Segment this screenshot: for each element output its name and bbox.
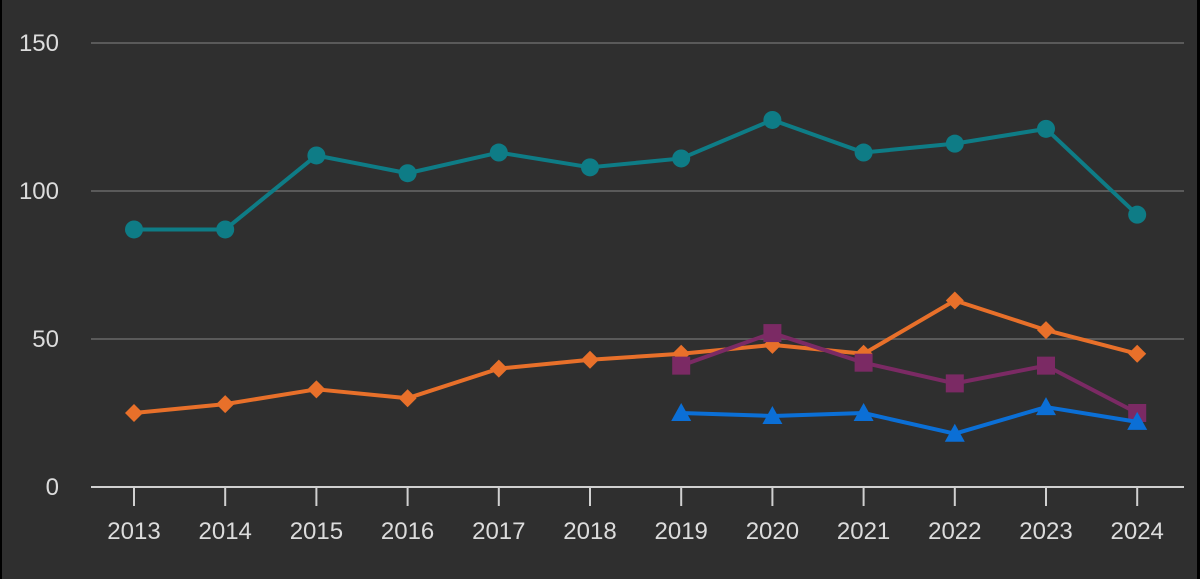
data-point[interactable] <box>854 353 873 372</box>
data-point[interactable] <box>1037 321 1055 340</box>
data-point[interactable] <box>581 350 599 369</box>
series-4 <box>671 397 1148 442</box>
series-line <box>133 298 1138 415</box>
x-axis: 2013 2014 2015 2016 2017 2018 2019 2020 2021 2022… <box>91 486 1184 545</box>
x-tick-label: 2024 <box>1111 518 1164 545</box>
data-point[interactable] <box>125 220 143 239</box>
x-tick-label: 2016 <box>381 518 434 545</box>
data-point[interactable] <box>216 220 235 239</box>
series-line <box>680 331 1139 415</box>
data-point[interactable] <box>672 149 691 168</box>
data-point[interactable] <box>945 291 964 310</box>
data-point[interactable] <box>762 405 783 424</box>
data-point[interactable] <box>1037 356 1055 375</box>
data-point[interactable] <box>125 404 143 422</box>
x-tick-label: 2020 <box>746 518 799 545</box>
series-2 <box>125 291 1147 422</box>
x-tick-label: 2023 <box>1019 518 1072 545</box>
data-point[interactable] <box>854 143 873 162</box>
y-tick-label: 0 <box>46 474 59 501</box>
x-tick-label: 2013 <box>107 518 160 545</box>
y-tick-label: 100 <box>19 178 59 205</box>
data-point[interactable] <box>944 423 965 442</box>
data-point[interactable] <box>945 134 964 153</box>
data-point[interactable] <box>307 146 326 165</box>
x-tick-label: 2014 <box>199 518 252 545</box>
data-point[interactable] <box>489 359 508 378</box>
gridlines <box>91 42 1184 340</box>
y-tick-label: 150 <box>19 30 59 57</box>
data-point[interactable] <box>853 403 874 421</box>
y-axis-ticks: 0 50 100 150 <box>19 30 59 501</box>
y-tick-label: 50 <box>32 326 59 353</box>
data-point[interactable] <box>1036 397 1056 416</box>
x-tick-label: 2018 <box>563 518 616 545</box>
data-point[interactable] <box>307 380 326 399</box>
data-point[interactable] <box>489 143 508 162</box>
x-tick-label: 2015 <box>290 518 343 545</box>
x-tick-label: 2017 <box>472 518 525 545</box>
x-tick-label: 2022 <box>928 518 981 545</box>
data-point[interactable] <box>1128 205 1147 224</box>
x-tick-label: 2021 <box>837 518 890 545</box>
series-line <box>134 117 1139 232</box>
data-point[interactable] <box>1037 119 1055 138</box>
data-point[interactable] <box>398 164 417 183</box>
data-point[interactable] <box>763 324 782 343</box>
data-point[interactable] <box>398 389 417 408</box>
series-group <box>125 110 1148 442</box>
data-point[interactable] <box>945 374 964 393</box>
series-line <box>681 405 1138 436</box>
data-point[interactable] <box>1128 344 1147 363</box>
x-tick-label: 2019 <box>655 518 708 545</box>
data-point[interactable] <box>1127 411 1148 430</box>
data-point[interactable] <box>581 158 599 177</box>
data-point[interactable] <box>216 395 235 414</box>
data-point[interactable] <box>672 356 691 375</box>
data-point[interactable] <box>763 110 782 129</box>
data-point[interactable] <box>671 403 692 421</box>
series-1 <box>125 110 1147 239</box>
